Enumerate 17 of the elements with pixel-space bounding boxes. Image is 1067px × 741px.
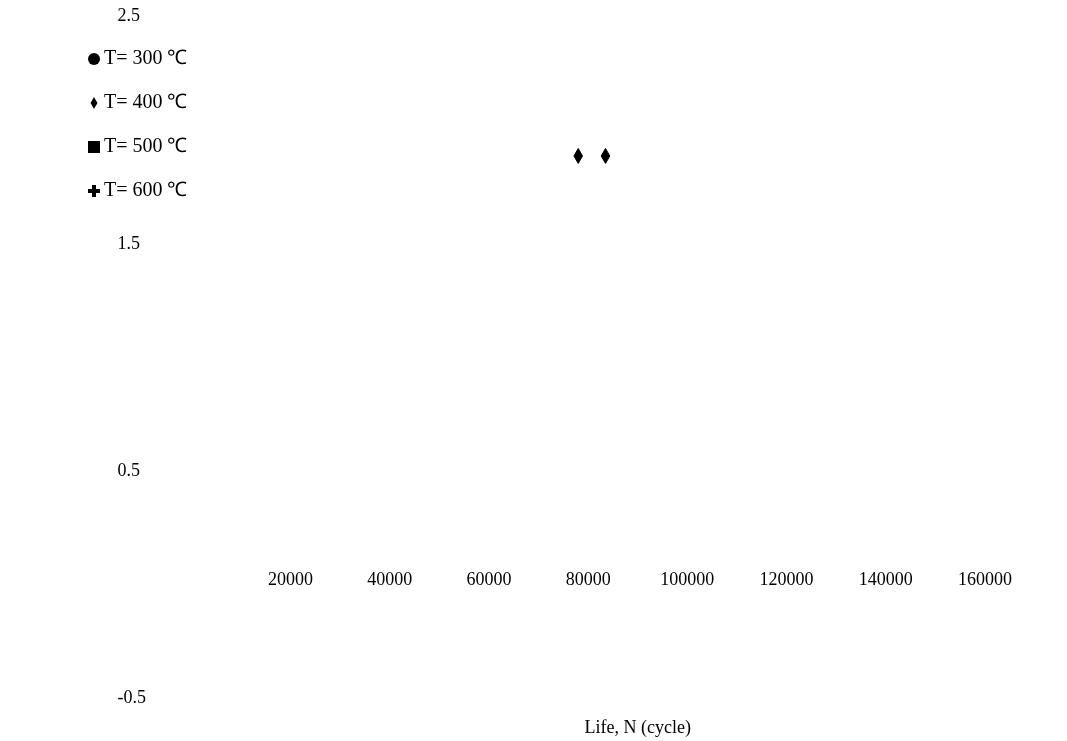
x-tick-label: 60000 [466,569,512,590]
x-tick-label: 40000 [367,569,413,590]
legend-label: T= 600 ℃ [104,178,188,200]
x-tick-label: 80000 [565,569,611,590]
y-tick-label: 2.5 [117,5,140,26]
x-tick-label: 120000 [759,569,814,590]
x-tick-label: 140000 [858,569,913,590]
y-tick-label: 0.5 [117,460,140,481]
legend-label: T= 400 ℃ [104,90,188,112]
legend-label: T= 300 ℃ [104,46,188,68]
legend-label: T= 500 ℃ [104,134,188,156]
x-tick-label: 160000 [958,569,1012,590]
x-tick-label: 100000 [660,569,715,590]
x-axis-title: Life, N (cycle) [584,717,691,738]
y-tick-label: -0.5 [117,687,146,708]
x-tick-label: 20000 [268,569,313,590]
y-tick-label: 1.5 [117,232,140,253]
